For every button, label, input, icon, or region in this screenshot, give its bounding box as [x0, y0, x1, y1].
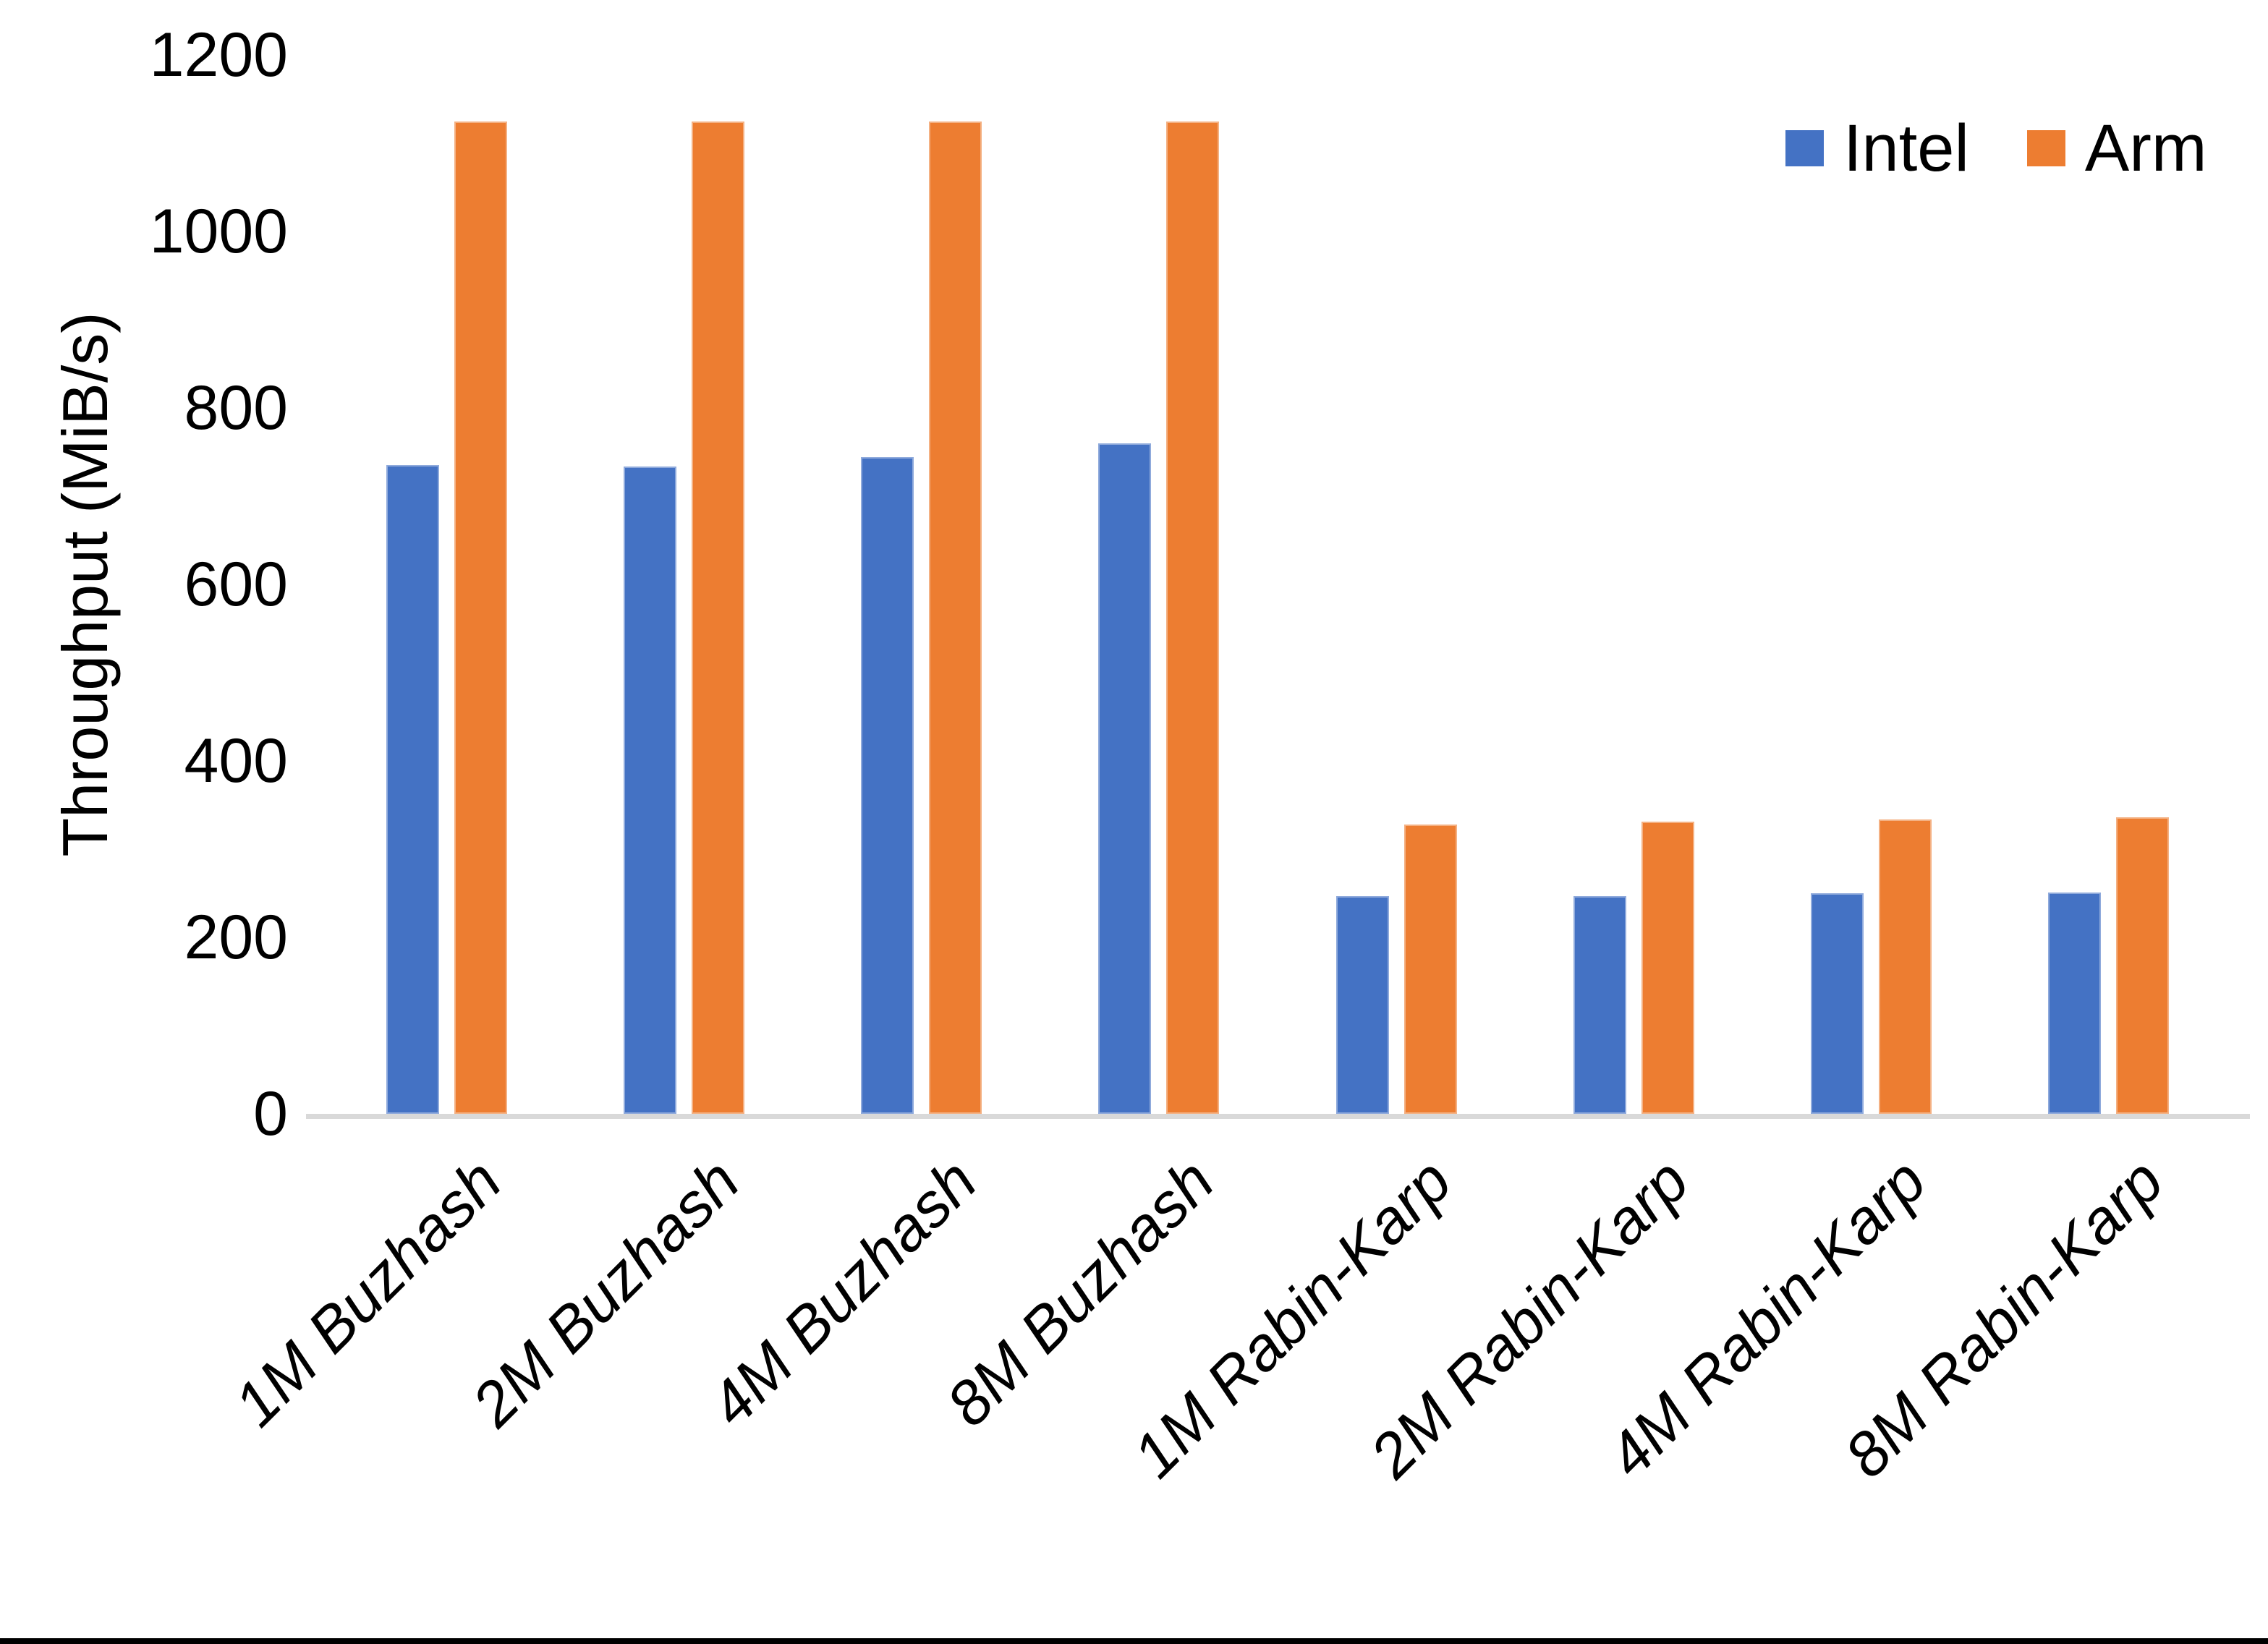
- bar-arm-2m-buzhash: [692, 121, 745, 1114]
- legend: Intel Arm: [1785, 110, 2207, 187]
- y-axis-tick-label-600: 600: [184, 550, 289, 619]
- bar-arm-1m-rabin-karp: [1403, 824, 1457, 1114]
- y-axis-tick-label-400: 400: [184, 726, 289, 796]
- legend-label-arm: Arm: [2084, 111, 2207, 185]
- y-axis-tick-label-0: 0: [253, 1079, 288, 1149]
- y-axis-tick-label-200: 200: [184, 903, 289, 972]
- bar-intel-2m-rabin-karp: [1573, 895, 1626, 1114]
- bar-intel-1m-buzhash: [386, 465, 439, 1114]
- y-axis-tick-label-800: 800: [184, 373, 289, 443]
- bar-intel-2m-buzhash: [624, 466, 677, 1114]
- bar-arm-1m-buzhash: [454, 121, 507, 1114]
- bar-arm-2m-rabin-karp: [1641, 822, 1694, 1114]
- bar-intel-1m-rabin-karp: [1335, 895, 1389, 1114]
- bar-arm-8m-rabin-karp: [2116, 817, 2170, 1114]
- bar-arm-4m-rabin-karp: [1878, 819, 1932, 1114]
- legend-swatch-intel: [1785, 130, 1824, 166]
- bottom-border: [0, 1638, 2268, 1644]
- y-axis-tick-label-1000: 1000: [149, 197, 288, 266]
- bar-intel-4m-rabin-karp: [1810, 893, 1864, 1114]
- legend-item-arm: Arm: [2026, 111, 2207, 185]
- y-axis-tick-label-1200: 1200: [149, 20, 288, 90]
- bar-arm-4m-buzhash: [929, 121, 982, 1114]
- legend-swatch-arm: [2026, 130, 2065, 166]
- x-axis-line: [306, 1114, 2250, 1119]
- legend-label-intel: Intel: [1843, 111, 1969, 185]
- bar-intel-8m-rabin-karp: [2048, 892, 2102, 1114]
- bar-intel-8m-buzhash: [1098, 443, 1152, 1114]
- bar-intel-4m-buzhash: [861, 457, 914, 1114]
- legend-item-intel: Intel: [1785, 115, 1969, 182]
- bar-arm-8m-buzhash: [1166, 121, 1220, 1114]
